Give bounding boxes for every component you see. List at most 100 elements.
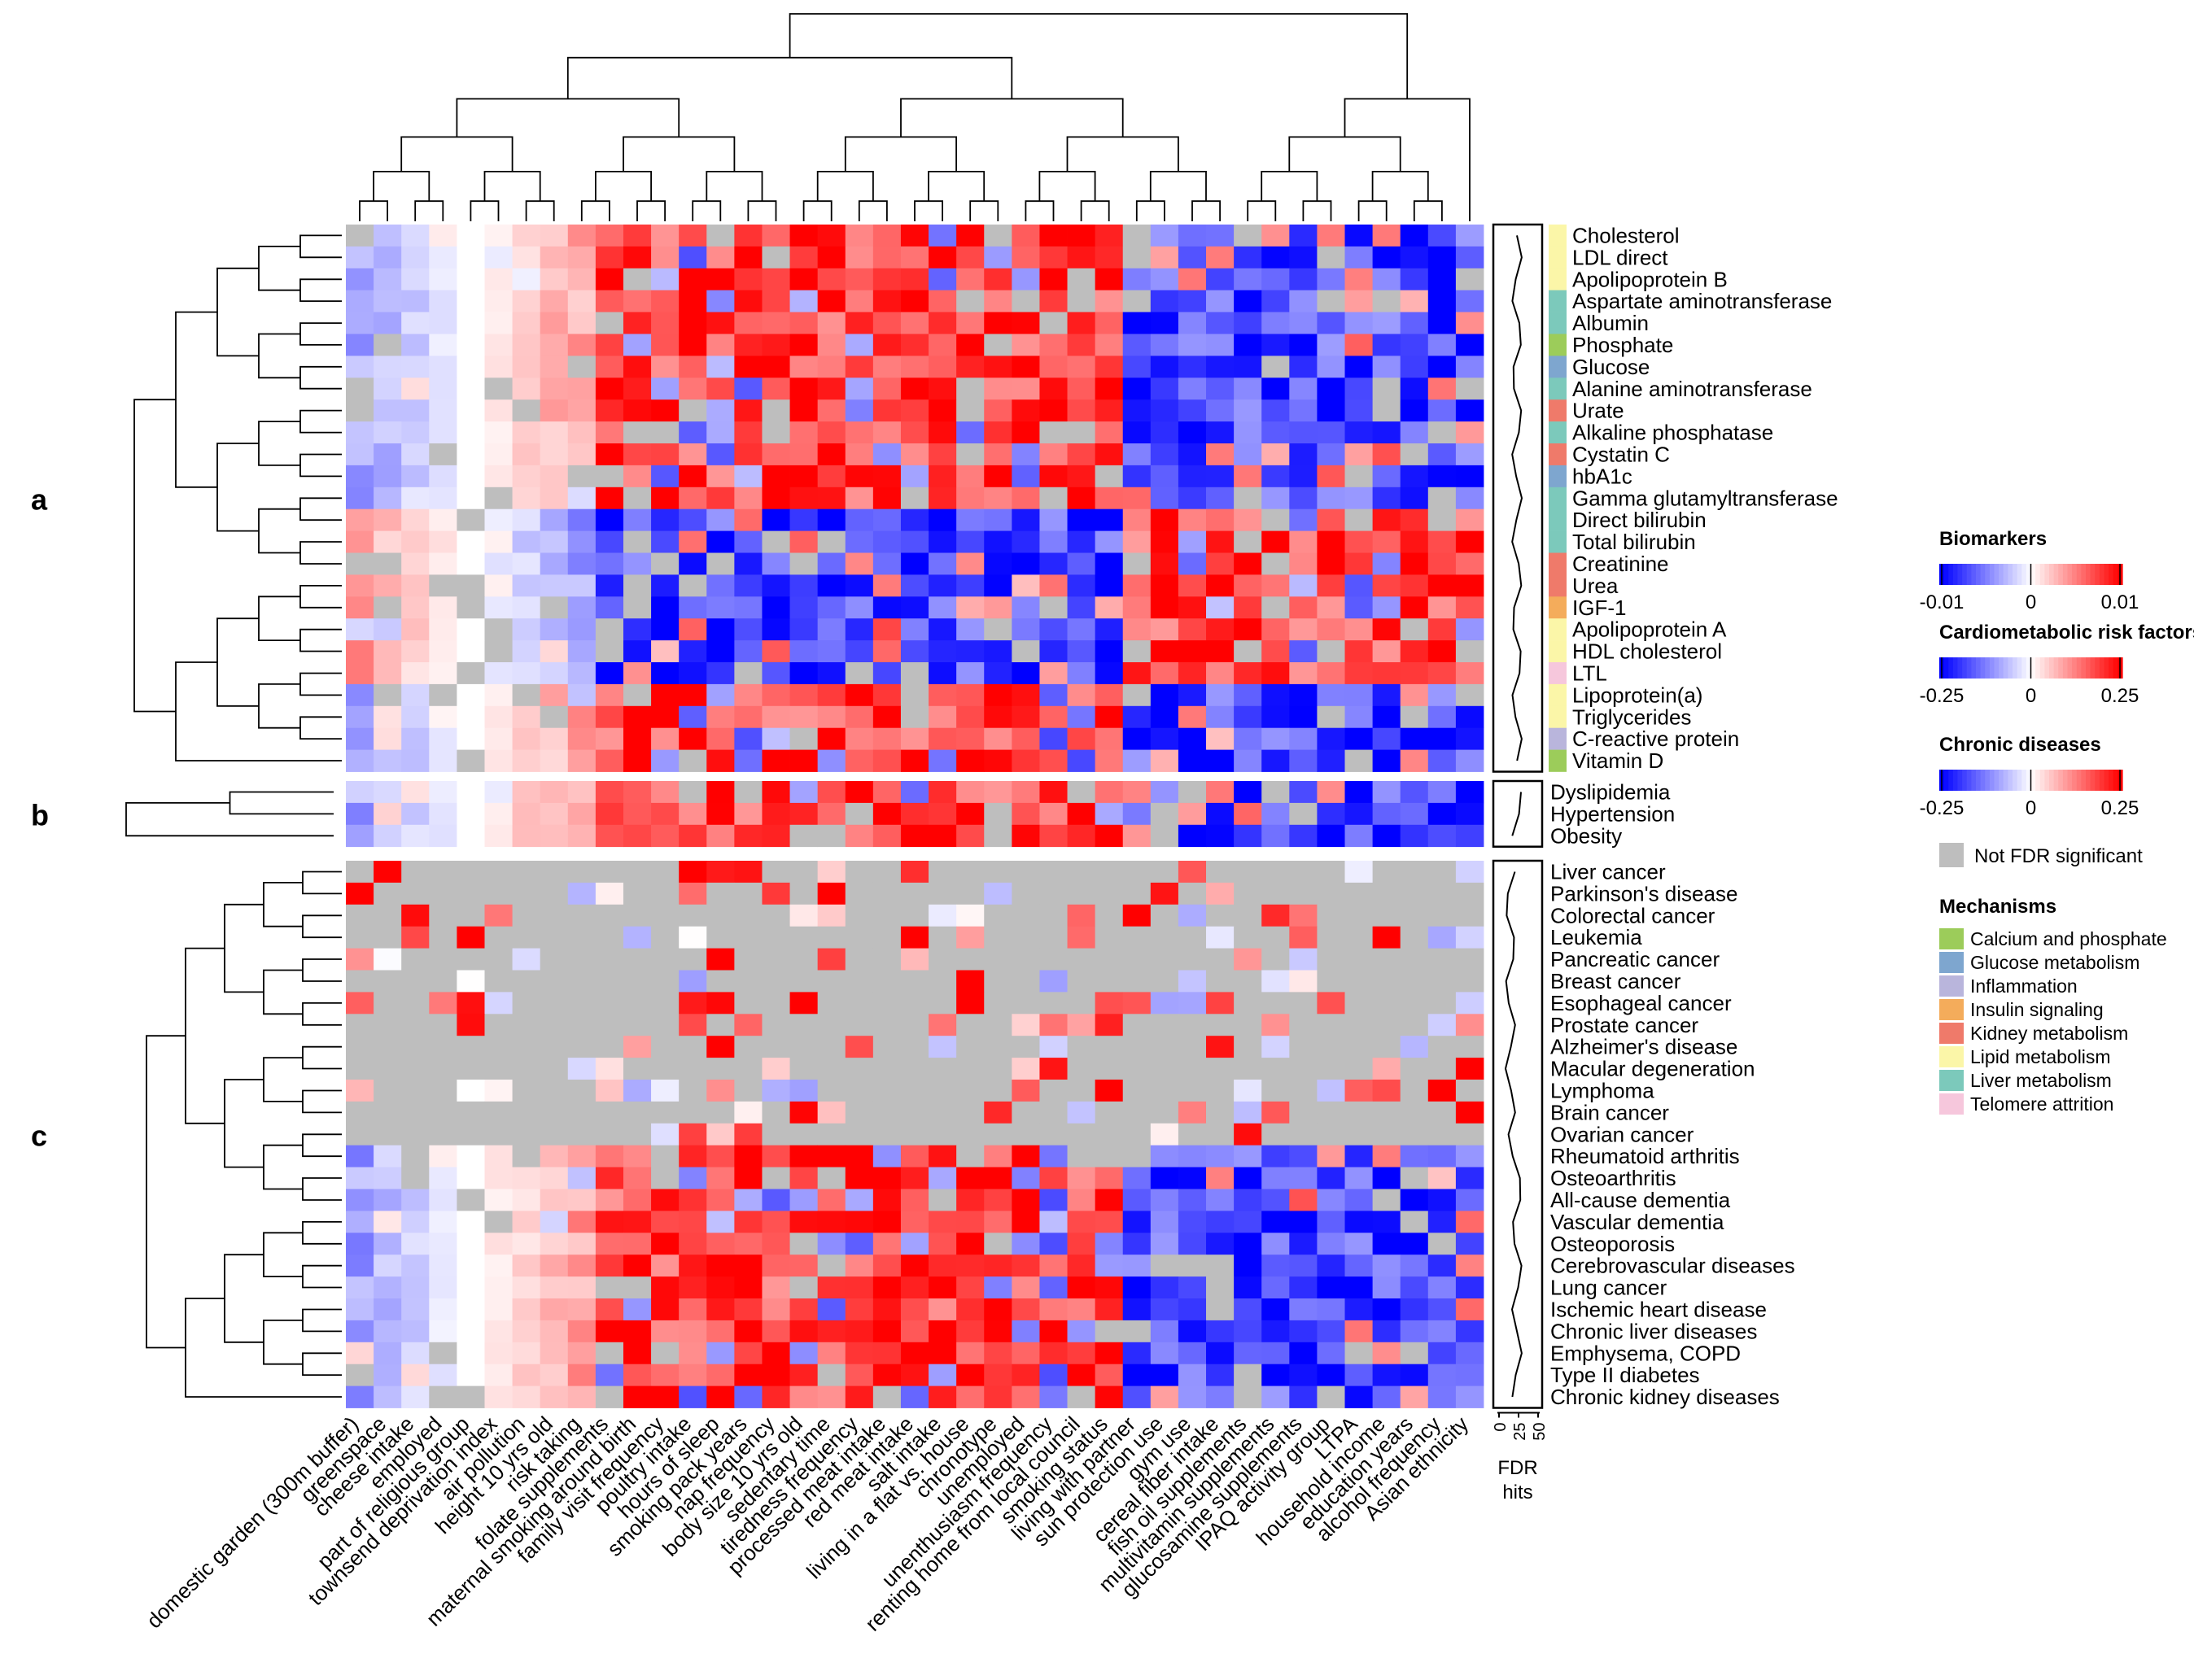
heatmap-cell	[706, 970, 735, 993]
row-dendrogram-branch	[133, 399, 176, 713]
heatmap-cell	[734, 904, 763, 927]
heatmap-cell	[1455, 683, 1484, 707]
heatmap-cell	[1372, 749, 1401, 772]
heatmap-cell	[484, 552, 513, 575]
heatmap-cell	[929, 970, 957, 993]
heatmap-cell	[374, 904, 402, 927]
heatmap-cell	[956, 1014, 985, 1036]
heatmap-cell	[1012, 1298, 1040, 1321]
heatmap-cell	[623, 290, 652, 312]
row-label: C-reactive protein	[1572, 727, 1739, 751]
heatmap-cell	[374, 552, 402, 575]
heatmap-cell	[512, 705, 541, 729]
heatmap-cell	[595, 1211, 624, 1233]
heatmap-cell	[845, 948, 874, 971]
heatmap-cell	[1012, 1255, 1040, 1277]
heatmap-cell	[929, 465, 957, 488]
legend-gradient-step	[1962, 657, 1968, 679]
heatmap-cell	[1344, 904, 1374, 927]
heatmap-cell	[734, 574, 763, 597]
heatmap-cell	[1067, 225, 1096, 247]
heatmap-cell	[706, 334, 735, 356]
heatmap-cell	[651, 225, 680, 247]
heatmap-cell	[401, 1123, 430, 1146]
heatmap-cell	[817, 1364, 846, 1386]
heatmap-cell	[623, 1255, 652, 1277]
heatmap-cell	[540, 246, 569, 269]
heatmap-cell	[1234, 1080, 1262, 1102]
heatmap-cell	[1234, 1036, 1262, 1058]
heatmap-cell	[484, 705, 513, 729]
heatmap-cell	[1344, 749, 1374, 772]
heatmap-cell	[540, 1123, 569, 1146]
heatmap-cell	[1261, 268, 1290, 291]
heatmap-cell	[457, 1123, 485, 1146]
heatmap-cell	[1261, 705, 1290, 729]
heatmap-cell	[457, 1189, 485, 1211]
heatmap-cell	[429, 1211, 457, 1233]
heatmap-cell	[651, 574, 680, 597]
heatmap-cell	[1289, 926, 1318, 949]
heatmap-cell	[984, 1014, 1012, 1036]
heatmap-cell	[845, 552, 874, 575]
heatmap-cell	[900, 552, 929, 575]
heatmap-cell	[679, 356, 707, 378]
legend-gradient-step	[2017, 770, 2022, 791]
heatmap-cell	[1095, 824, 1124, 848]
legend-gradient-step	[2021, 657, 2027, 679]
heatmap-cell	[1261, 1123, 1290, 1146]
heatmap-cell	[1178, 574, 1207, 597]
heatmap-cell	[457, 1342, 485, 1365]
heatmap-cell	[1344, 1385, 1374, 1408]
heatmap-cell	[1206, 1145, 1235, 1167]
heatmap-cell	[1012, 268, 1040, 291]
heatmap-cell	[1289, 882, 1318, 905]
heatmap-cell	[1067, 508, 1096, 531]
heatmap-cell	[1234, 1145, 1262, 1167]
heatmap-cell	[623, 268, 652, 291]
heatmap-cell	[1344, 1276, 1374, 1299]
mechanism-legend-swatch	[1939, 1093, 1964, 1115]
legend-gradient-step	[1948, 564, 1954, 585]
heatmap-cell	[1289, 399, 1318, 422]
heatmap-cell	[540, 705, 569, 729]
heatmap-cell	[1206, 640, 1235, 663]
heatmap-cell	[1400, 1014, 1429, 1036]
heatmap-cell	[651, 1080, 680, 1102]
heatmap-cell	[929, 552, 957, 575]
heatmap-cell	[762, 508, 790, 531]
heatmap-cell	[706, 1211, 735, 1233]
mechanism-legend-swatch	[1939, 928, 1964, 949]
legend-gradient-step	[2113, 564, 2118, 585]
heatmap-cell	[1372, 948, 1401, 971]
heatmap-cell	[679, 334, 707, 356]
heatmap-cell	[1095, 992, 1124, 1015]
heatmap-cell	[374, 334, 402, 356]
heatmap-cell	[1206, 1298, 1235, 1321]
heatmap-cell	[734, 640, 763, 663]
legend-gradient-step	[2099, 770, 2105, 791]
heatmap-cell	[567, 948, 597, 971]
heatmap-cell	[900, 948, 929, 971]
heatmap-cell	[679, 1123, 707, 1146]
heatmap-cell	[734, 1364, 763, 1386]
heatmap-cell	[845, 596, 874, 619]
heatmap-cell	[762, 948, 790, 971]
legend-gradient-step	[2076, 770, 2082, 791]
column-dendrogram	[359, 13, 1471, 221]
heatmap-cell	[429, 781, 457, 804]
heatmap-cell	[845, 781, 874, 804]
heatmap-cell	[1012, 861, 1040, 884]
heatmap-cell	[1234, 596, 1262, 619]
heatmap-cell	[1012, 421, 1040, 444]
heatmap-cell	[1067, 1298, 1096, 1321]
heatmap-cell	[623, 1014, 652, 1036]
heatmap-cell	[540, 640, 569, 663]
heatmap-cell	[1455, 312, 1484, 334]
heatmap-cell	[651, 992, 680, 1015]
heatmap-cell	[1178, 640, 1207, 663]
heatmap-cell	[1012, 948, 1040, 971]
heatmap-cell	[401, 802, 430, 826]
heatmap-cell	[1178, 312, 1207, 334]
heatmap-cell	[1400, 225, 1429, 247]
